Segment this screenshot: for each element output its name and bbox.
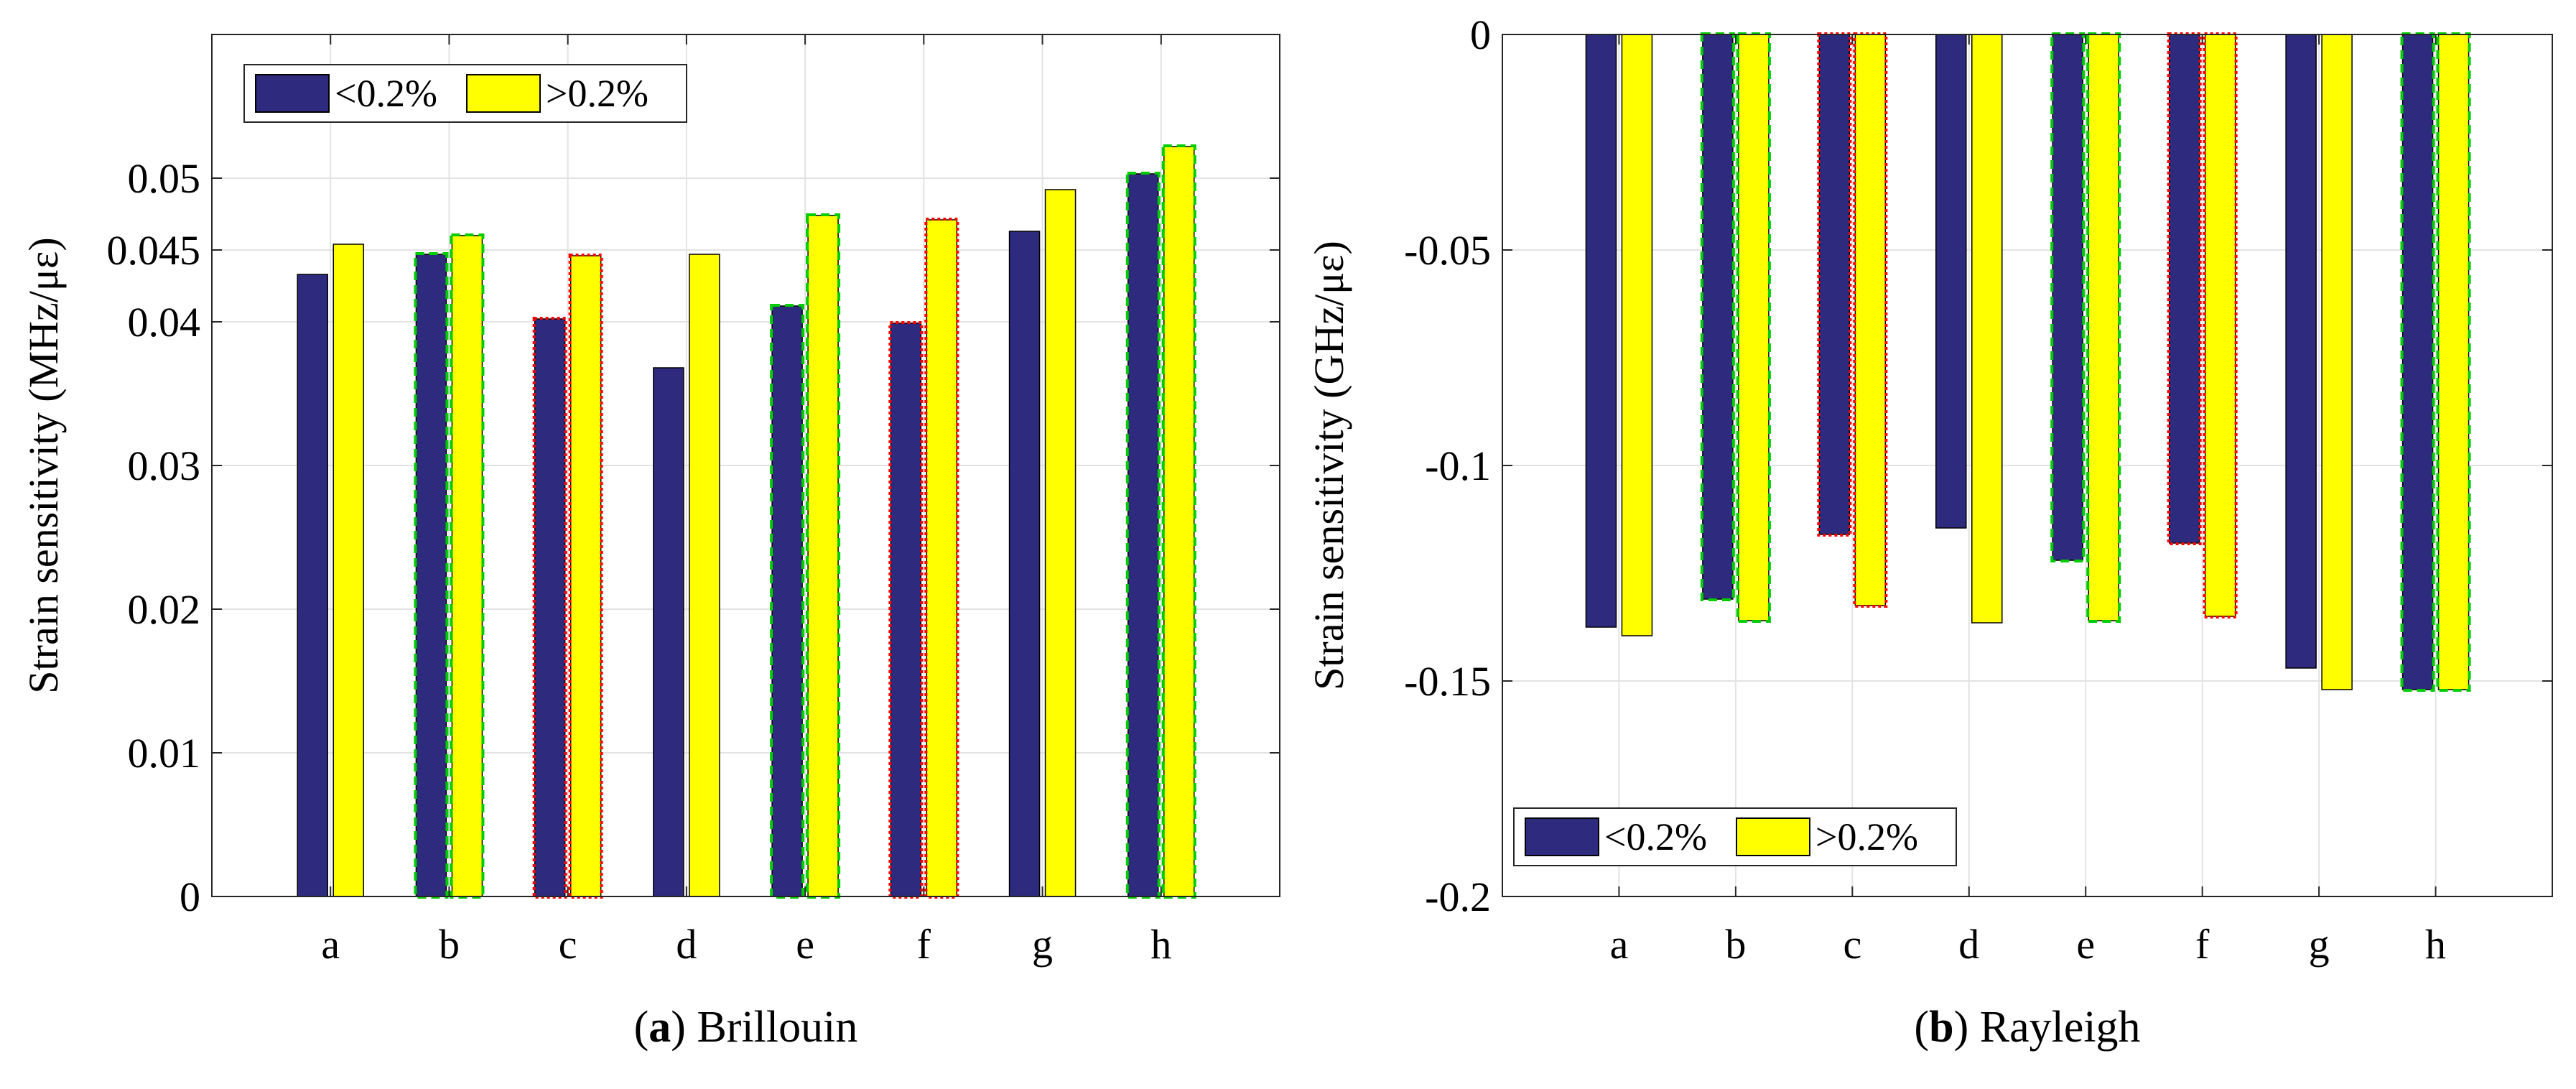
bar-c-series-1 <box>1854 34 1887 606</box>
x-tick-label: a <box>1610 921 1629 968</box>
bar-e-series-0 <box>771 305 803 897</box>
bar-e-series-1 <box>2088 34 2119 621</box>
y-tick-label: 0.01 <box>128 730 201 777</box>
bar-g-series-1 <box>1044 189 1077 897</box>
legend: <0.2% >0.2% <box>243 64 687 123</box>
x-tick-label: a <box>321 921 340 968</box>
bar-highlight-outline <box>2167 32 2202 545</box>
x-tick-label: g <box>1032 921 1053 968</box>
bar-a-series-1 <box>1621 34 1653 636</box>
bar-c-series-1 <box>569 255 602 897</box>
x-tick-label: d <box>1958 921 1979 968</box>
legend: <0.2% >0.2% <box>1513 807 1957 866</box>
bar-b-series-1 <box>1738 34 1770 621</box>
bar-e-series-0 <box>2052 34 2083 561</box>
bar-d-series-1 <box>689 254 720 897</box>
legend-label: <0.2% <box>335 72 437 115</box>
bar-b-series-0 <box>1702 34 1734 600</box>
x-tick-label: f <box>917 921 931 968</box>
bar-h-series-1 <box>1163 146 1195 897</box>
y-tick-label: -0.2 <box>1425 873 1491 920</box>
bar-d-series-0 <box>1935 34 1967 529</box>
bar-c-series-0 <box>534 318 566 897</box>
legend-label: <0.2% <box>1604 815 1707 858</box>
bar-b-series-0 <box>415 254 447 897</box>
y-tick-label: 0 <box>180 873 200 920</box>
y-tick-label: -0.15 <box>1404 658 1491 705</box>
bar-f-series-1 <box>926 219 958 897</box>
x-tick-label: d <box>676 921 697 968</box>
x-tick-label: c <box>559 921 577 968</box>
panel-rayleigh: -0.2 -0.15 -0.1 -0.05 0 a b c d e f g h Strain sens… <box>1306 11 2553 1052</box>
bar-a-series-0 <box>297 274 328 897</box>
bar-e-series-1 <box>807 215 839 897</box>
panel-brillouin: 0 0.01 0.02 0.03 0.04 0.045 0.05 a b c d e f g h Stra… <box>20 34 1280 1052</box>
panel-caption: (a) Brillouin <box>634 1003 858 1052</box>
legend-swatch <box>1736 817 1810 856</box>
y-axis-label: Strain sensitivity (MHz/με) <box>20 237 67 693</box>
bar-b-series-1 <box>451 235 483 897</box>
legend-swatch <box>1525 817 1599 856</box>
legend-label: >0.2% <box>546 72 648 115</box>
bar-h-series-1 <box>2437 34 2470 690</box>
bar-a-series-0 <box>1585 34 1617 628</box>
bar-f-series-0 <box>2168 34 2200 544</box>
legend-label: >0.2% <box>1815 815 1918 858</box>
bar-highlight-outline <box>1853 32 1888 608</box>
bar-d-series-0 <box>653 367 684 897</box>
panel-caption: (b) Rayleigh <box>1914 1003 2140 1052</box>
bar-h-series-0 <box>2401 34 2434 690</box>
bar-g-series-1 <box>2321 34 2353 690</box>
bar-f-series-0 <box>890 323 922 897</box>
x-tick-label: c <box>1843 921 1861 968</box>
panel-title: Brillouin <box>697 1003 857 1052</box>
x-tick-label: b <box>439 921 460 968</box>
y-tick-label: 0.045 <box>107 227 201 274</box>
x-tick-label: h <box>2425 921 2446 968</box>
x-tick-label: b <box>1725 921 1746 968</box>
panel-letter: a <box>648 1003 671 1052</box>
y-tick-label: -0.05 <box>1404 227 1491 274</box>
x-tick-label: f <box>2195 921 2210 968</box>
legend-swatch <box>255 74 330 113</box>
bar-highlight-outline <box>2203 32 2238 618</box>
y-tick-label: 0.03 <box>128 442 201 489</box>
x-tick-label: e <box>796 921 814 968</box>
bar-highlight-outline <box>1817 32 1852 537</box>
x-tick-label: g <box>2309 921 2330 968</box>
y-tick-label: 0.02 <box>128 586 201 633</box>
bar-a-series-1 <box>333 244 364 897</box>
y-tick-label: 0.05 <box>128 155 201 202</box>
bar-highlight-outline <box>770 304 805 899</box>
bar-c-series-0 <box>1818 34 1851 535</box>
x-tick-label: h <box>1150 921 1171 968</box>
legend-swatch <box>466 74 541 113</box>
panel-title: Rayleigh <box>1980 1003 2141 1052</box>
bar-g-series-0 <box>1008 231 1041 897</box>
y-tick-label: -0.1 <box>1425 442 1491 489</box>
bar-g-series-0 <box>2285 34 2317 669</box>
x-tick-label: e <box>2076 921 2095 968</box>
bar-h-series-0 <box>1127 173 1159 897</box>
y-axis-label: Strain sensitivity (GHz/με) <box>1306 241 1352 690</box>
bar-d-series-1 <box>1971 34 2003 624</box>
y-tick-label: 0.04 <box>128 299 201 346</box>
panel-letter: b <box>1929 1003 1953 1052</box>
bar-f-series-1 <box>2204 34 2236 617</box>
y-tick-label: 0 <box>1470 11 1491 58</box>
